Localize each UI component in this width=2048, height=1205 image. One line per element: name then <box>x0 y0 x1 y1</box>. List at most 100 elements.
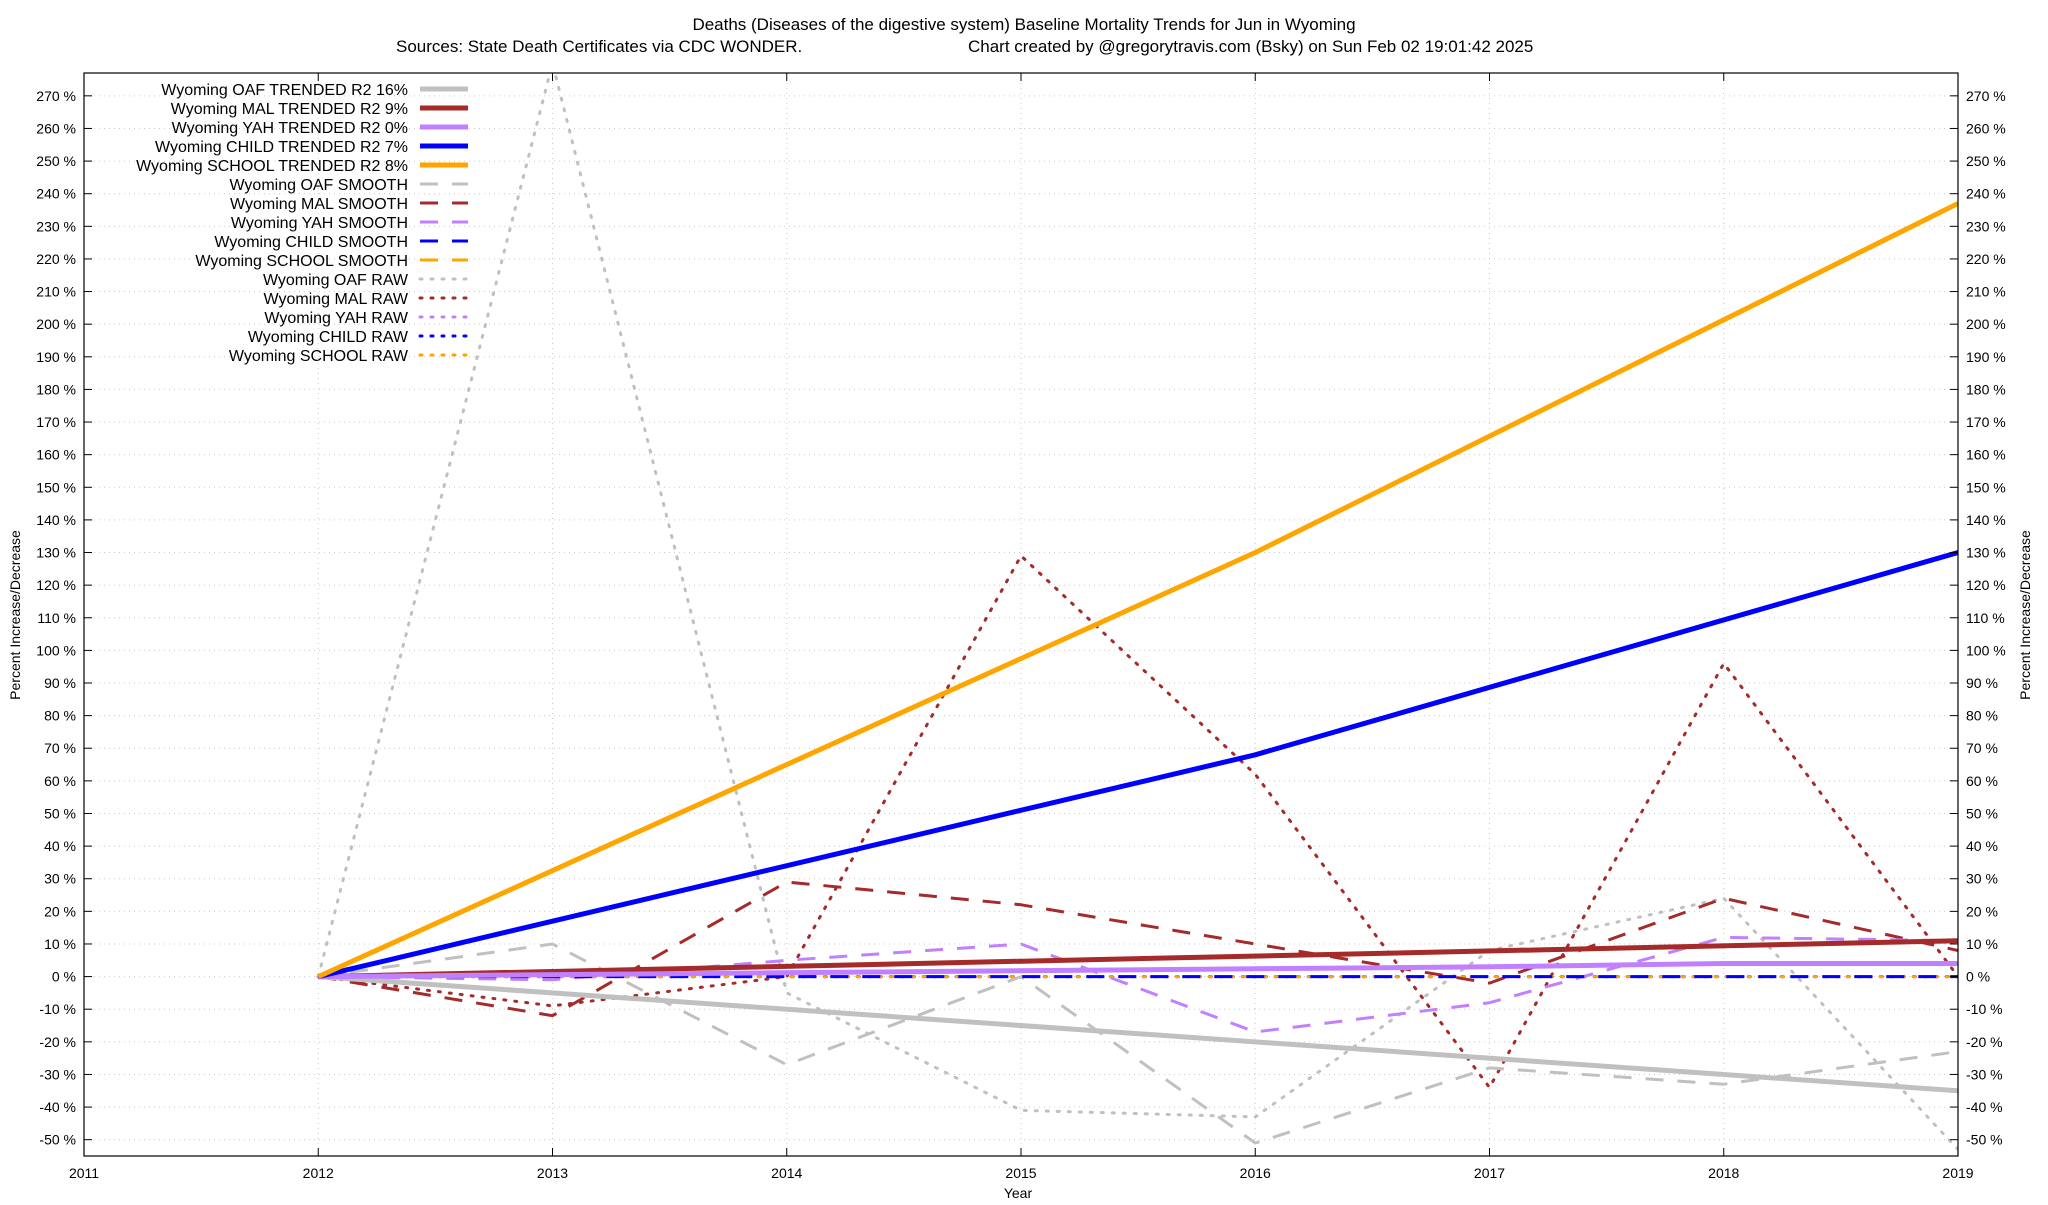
y-tick-label: -20 % <box>39 1034 76 1050</box>
y-tick-label: 80 % <box>44 708 76 724</box>
y-axis-label-left: Percent Increase/Decrease <box>7 530 23 700</box>
y-tick-label: 240 % <box>36 186 76 202</box>
y-tick-label: 190 % <box>36 349 76 365</box>
series-lines <box>316 73 1958 1151</box>
legend-label: Wyoming SCHOOL TRENDED R2 8% <box>136 158 408 175</box>
y-tick-label: 120 % <box>36 577 76 593</box>
x-tick-label: 2016 <box>1240 1165 1271 1181</box>
legend-label: Wyoming MAL TRENDED R2 9% <box>171 101 408 118</box>
y-tick-label: -50 % <box>39 1132 76 1148</box>
chart-subtitle-credit: Chart created by @gregorytravis.com (Bsk… <box>968 37 1533 56</box>
y-tick-label-right: 250 % <box>1966 153 2006 169</box>
y-tick-label: 20 % <box>44 903 76 919</box>
y-tick-label: 150 % <box>36 479 76 495</box>
chart-title: Deaths (Diseases of the digestive system… <box>692 15 1355 34</box>
y-tick-label: 90 % <box>44 675 76 691</box>
series-line-wyoming-school-trended-r2-8 <box>317 201 1958 979</box>
legend-label: Wyoming YAH RAW <box>264 310 408 327</box>
y-tick-label: 100 % <box>36 642 76 658</box>
y-tick-label: 180 % <box>36 381 76 397</box>
legend-label: Wyoming YAH SMOOTH <box>231 215 408 232</box>
legend-label: Wyoming CHILD RAW <box>248 329 409 346</box>
y-tick-label: 200 % <box>36 316 76 332</box>
y-tick-label: -40 % <box>39 1099 76 1115</box>
y-tick-label-right: 180 % <box>1966 381 2006 397</box>
x-tick-label: 2012 <box>303 1165 334 1181</box>
y-tick-label: 130 % <box>36 545 76 561</box>
legend-label: Wyoming OAF TRENDED R2 16% <box>161 82 408 99</box>
y-tick-label-right: 270 % <box>1966 88 2006 104</box>
y-tick-label: 70 % <box>44 740 76 756</box>
y-tick-label: 230 % <box>36 218 76 234</box>
y-tick-label: 270 % <box>36 88 76 104</box>
x-tick-label: 2013 <box>537 1165 568 1181</box>
y-tick-label-right: -30 % <box>1966 1066 2003 1082</box>
legend-label: Wyoming YAH TRENDED R2 0% <box>172 120 408 137</box>
y-tick-label: 160 % <box>36 447 76 463</box>
y-tick-label-right: 200 % <box>1966 316 2006 332</box>
legend-label: Wyoming SCHOOL SMOOTH <box>195 253 408 270</box>
y-tick-label-right: 150 % <box>1966 479 2006 495</box>
x-tick-label: 2014 <box>771 1165 802 1181</box>
legend-label: Wyoming OAF SMOOTH <box>229 177 408 194</box>
y-tick-label-right: 10 % <box>1966 936 1998 952</box>
legend-label: Wyoming SCHOOL RAW <box>229 348 409 365</box>
y-tick-label: 0 % <box>52 969 76 985</box>
x-tick-label: 2018 <box>1708 1165 1739 1181</box>
y-tick-label: 250 % <box>36 153 76 169</box>
y-tick-label: 60 % <box>44 773 76 789</box>
series-line-wyoming-yah-smooth <box>318 935 1958 1034</box>
series-line-wyoming-oaf-raw <box>316 73 1958 1151</box>
y-tick-label-right: 190 % <box>1966 349 2006 365</box>
y-tick-label-right: 100 % <box>1966 642 2006 658</box>
y-tick-label-right: 30 % <box>1966 871 1998 887</box>
y-tick-label: 260 % <box>36 120 76 136</box>
legend-label: Wyoming MAL SMOOTH <box>230 196 408 213</box>
y-tick-label: 210 % <box>36 284 76 300</box>
y-tick-label: 10 % <box>44 936 76 952</box>
y-tick-label-right: 50 % <box>1966 805 1998 821</box>
y-tick-label: -10 % <box>39 1001 76 1017</box>
y-tick-label-right: -10 % <box>1966 1001 2003 1017</box>
y-tick-label-right: 20 % <box>1966 903 1998 919</box>
y-tick-label: 220 % <box>36 251 76 267</box>
y-tick-label-right: 70 % <box>1966 740 1998 756</box>
x-tick-label: 2019 <box>1942 1165 1973 1181</box>
y-tick-label: -30 % <box>39 1066 76 1082</box>
legend-label: Wyoming CHILD TRENDED R2 7% <box>155 139 408 156</box>
y-tick-label-right: -50 % <box>1966 1132 2003 1148</box>
y-tick-label-right: 220 % <box>1966 251 2006 267</box>
series-line-wyoming-oaf-trended-r2-16 <box>318 974 1958 1094</box>
series-line-wyoming-mal-raw <box>316 554 1958 1089</box>
y-tick-label-right: 240 % <box>1966 186 2006 202</box>
y-tick-label: 40 % <box>44 838 76 854</box>
x-tick-label: 2011 <box>69 1165 99 1181</box>
y-tick-label: 110 % <box>37 610 76 626</box>
y-tick-label-right: 170 % <box>1966 414 2006 430</box>
chart-subtitle-source: Sources: State Death Certificates via CD… <box>396 37 802 56</box>
y-tick-label: 50 % <box>44 805 76 821</box>
y-tick-label-right: 210 % <box>1966 284 2006 300</box>
y-tick-label-right: 230 % <box>1966 218 2006 234</box>
y-tick-label-right: -20 % <box>1966 1034 2003 1050</box>
y-tick-label-right: 120 % <box>1966 577 2006 593</box>
y-tick-label: 30 % <box>44 871 76 887</box>
y-tick-label-right: 260 % <box>1966 120 2006 136</box>
y-tick-label-right: 60 % <box>1966 773 1998 789</box>
series-line-wyoming-yah-trended-r2-0 <box>318 961 1958 980</box>
legend: Wyoming OAF TRENDED R2 16% Wyoming MAL TR… <box>136 82 470 365</box>
y-axis-label-right: Percent Increase/Decrease <box>2017 530 2033 700</box>
y-tick-label-right: 40 % <box>1966 838 1998 854</box>
y-tick-label-right: 110 % <box>1966 610 2005 626</box>
series-line-wyoming-mal-smooth <box>318 880 1958 1018</box>
x-tick-label: 2015 <box>1005 1165 1036 1181</box>
legend-label: Wyoming OAF RAW <box>263 272 409 289</box>
y-tick-label-right: 80 % <box>1966 708 1998 724</box>
series-line-wyoming-child-trended-r2-7 <box>317 550 1958 980</box>
legend-label: Wyoming MAL RAW <box>264 291 409 308</box>
x-axis-label: Year <box>1004 1185 1033 1200</box>
y-tick-label: 140 % <box>36 512 76 528</box>
y-tick-label-right: 90 % <box>1966 675 1998 691</box>
